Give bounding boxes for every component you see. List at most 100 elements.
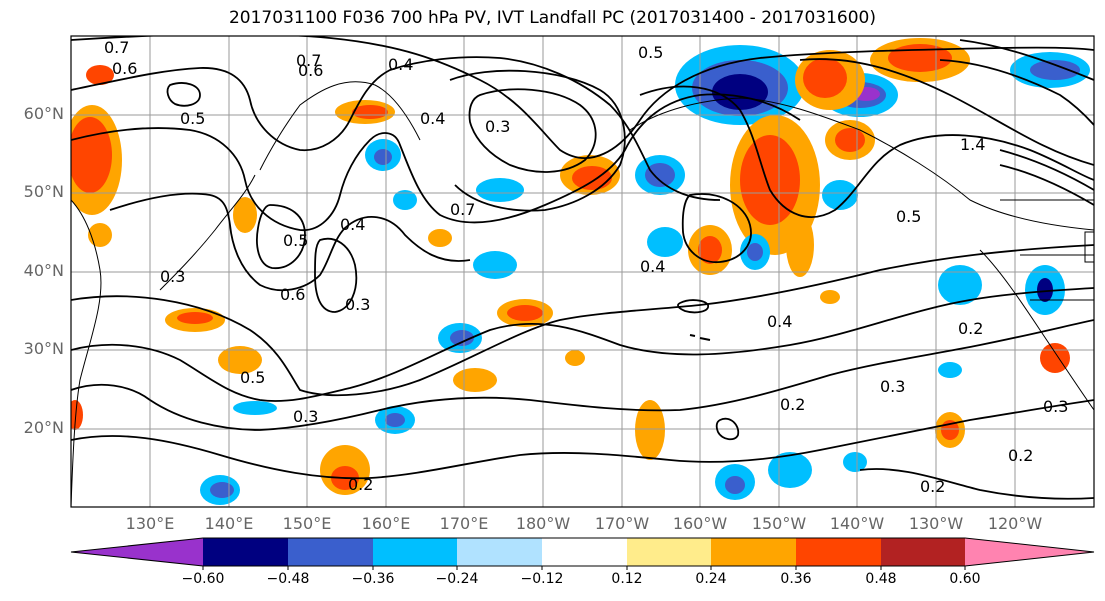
contour-label: 0.2	[1008, 446, 1033, 465]
colorbar-tick-label: −0.24	[435, 571, 479, 587]
latitude-label: 60°N	[23, 104, 64, 123]
negative-anomaly-shade	[747, 243, 763, 261]
negative-anomaly-shade	[938, 265, 982, 305]
latitude-label: 50°N	[23, 182, 64, 201]
colorbar-swatch	[627, 538, 711, 566]
negative-anomaly-shade	[843, 452, 867, 472]
contour-label: 0.2	[348, 475, 373, 494]
contour-label: 1.4	[960, 135, 985, 154]
longitude-label: 140°E	[204, 514, 254, 533]
colorbar-tick-label: −0.12	[520, 571, 564, 587]
positive-anomaly-shade	[177, 312, 213, 324]
positive-anomaly-shade	[740, 135, 800, 225]
positive-anomaly-shade	[635, 400, 665, 460]
contour-label: 0.4	[767, 312, 792, 331]
longitude-label: 120°W	[987, 514, 1043, 533]
positive-anomaly-shade	[453, 368, 497, 392]
latitude-label: 40°N	[23, 261, 64, 280]
colorbar-swatch	[711, 538, 796, 566]
contour-label: 0.4	[640, 257, 665, 276]
colorbar	[70, 537, 1095, 570]
longitude-label: 150°W	[751, 514, 807, 533]
negative-anomaly-shade	[473, 251, 517, 279]
positive-anomaly-shade	[565, 350, 585, 366]
longitude-label: 130°E	[125, 514, 175, 533]
contour-label: 0.4	[420, 109, 445, 128]
latitude-label: 30°N	[23, 339, 64, 358]
colorbar-swatch	[288, 538, 373, 566]
longitude-label: 180°W	[515, 514, 571, 533]
negative-anomaly-shade	[476, 178, 524, 202]
pv-contours	[71, 36, 1094, 500]
contour-label: 0.6	[112, 59, 137, 78]
negative-anomaly-shade	[393, 190, 417, 210]
longitude-label: 170°E	[439, 514, 489, 533]
contour-label: 0.2	[780, 395, 805, 414]
contour-label: 0.5	[638, 43, 663, 62]
colorbar-tick-label: −0.48	[266, 571, 310, 587]
negative-anomaly-shade	[938, 362, 962, 378]
positive-anomaly-shade	[786, 213, 814, 277]
japan-coastline	[159, 174, 256, 291]
colorbar-swatch	[203, 538, 288, 566]
longitude-label: 160°E	[361, 514, 411, 533]
graticule	[71, 36, 1094, 507]
negative-anomaly-shade	[822, 180, 858, 210]
colorbar-extend-min	[71, 538, 203, 566]
contour-label: 0.2	[958, 319, 983, 338]
colorbar-tick-label: −0.36	[351, 571, 395, 587]
colorbar-tick-label: 0.60	[949, 571, 981, 587]
positive-anomaly-shade	[88, 223, 112, 247]
contour-label: 0.6	[298, 61, 323, 80]
hawaii-islands	[689, 334, 711, 341]
contour-label: 0.2	[920, 477, 945, 496]
contour-label: 0.3	[293, 407, 318, 426]
contour-label: 0.7	[104, 38, 129, 57]
contour-label: 0.3	[485, 117, 510, 136]
contour-label: 0.5	[896, 207, 921, 226]
contour-label: 0.3	[880, 377, 905, 396]
asia-coastline	[71, 199, 102, 507]
longitude-label: 130°W	[908, 514, 964, 533]
negative-anomaly-shade	[374, 149, 392, 165]
negative-anomaly-shade	[210, 482, 234, 498]
map-frame	[70, 35, 1095, 508]
state-borders	[1000, 199, 1094, 301]
negative-anomaly-shade	[647, 227, 683, 257]
colorbar-tick-label: 0.48	[865, 571, 897, 587]
longitude-label: 150°E	[282, 514, 332, 533]
colorbar-tick-label: 0.24	[695, 571, 727, 587]
contour-label: 0.5	[240, 368, 265, 387]
contour-label: 0.5	[283, 231, 308, 250]
longitude-label: 160°W	[672, 514, 728, 533]
negative-anomaly-shade	[725, 476, 745, 494]
border-box	[1084, 231, 1094, 263]
colorbar-swatch	[373, 538, 457, 566]
contour-label: 0.3	[345, 295, 370, 314]
colorbar-tick-label: 0.36	[780, 571, 812, 587]
longitude-label: 170°W	[594, 514, 650, 533]
pc-shading	[71, 38, 1090, 505]
colorbar-swatch	[881, 538, 965, 566]
positive-anomaly-shade	[71, 117, 112, 193]
positive-anomaly-shade	[835, 128, 865, 152]
contour-labels: 0.7 0.6 0.5 0.4 0.3 0.3 0.7 0.6 0.5 0.4 …	[104, 38, 1068, 496]
negative-anomaly-shade	[233, 401, 277, 415]
contour-label: 0.4	[340, 215, 365, 234]
colorbar-tick-label: 0.12	[611, 571, 643, 587]
contour-label: 0.5	[180, 109, 205, 128]
colorbar-swatch	[457, 538, 542, 566]
negative-anomaly-shade	[645, 163, 675, 187]
positive-anomaly-shade	[698, 236, 722, 264]
figure-title: 2017031100 F036 700 hPa PV, IVT Landfall…	[228, 8, 876, 28]
negative-anomaly-shade	[712, 74, 768, 110]
negative-anomaly-shade	[385, 413, 405, 427]
coastlines	[71, 81, 1094, 507]
positive-anomaly-shade	[233, 197, 257, 233]
positive-anomaly-shade	[86, 65, 114, 85]
positive-anomaly-shade	[71, 400, 83, 430]
negative-anomaly-shade	[1030, 60, 1080, 80]
latitude-label: 20°N	[23, 418, 64, 437]
positive-anomaly-shade	[507, 305, 543, 321]
